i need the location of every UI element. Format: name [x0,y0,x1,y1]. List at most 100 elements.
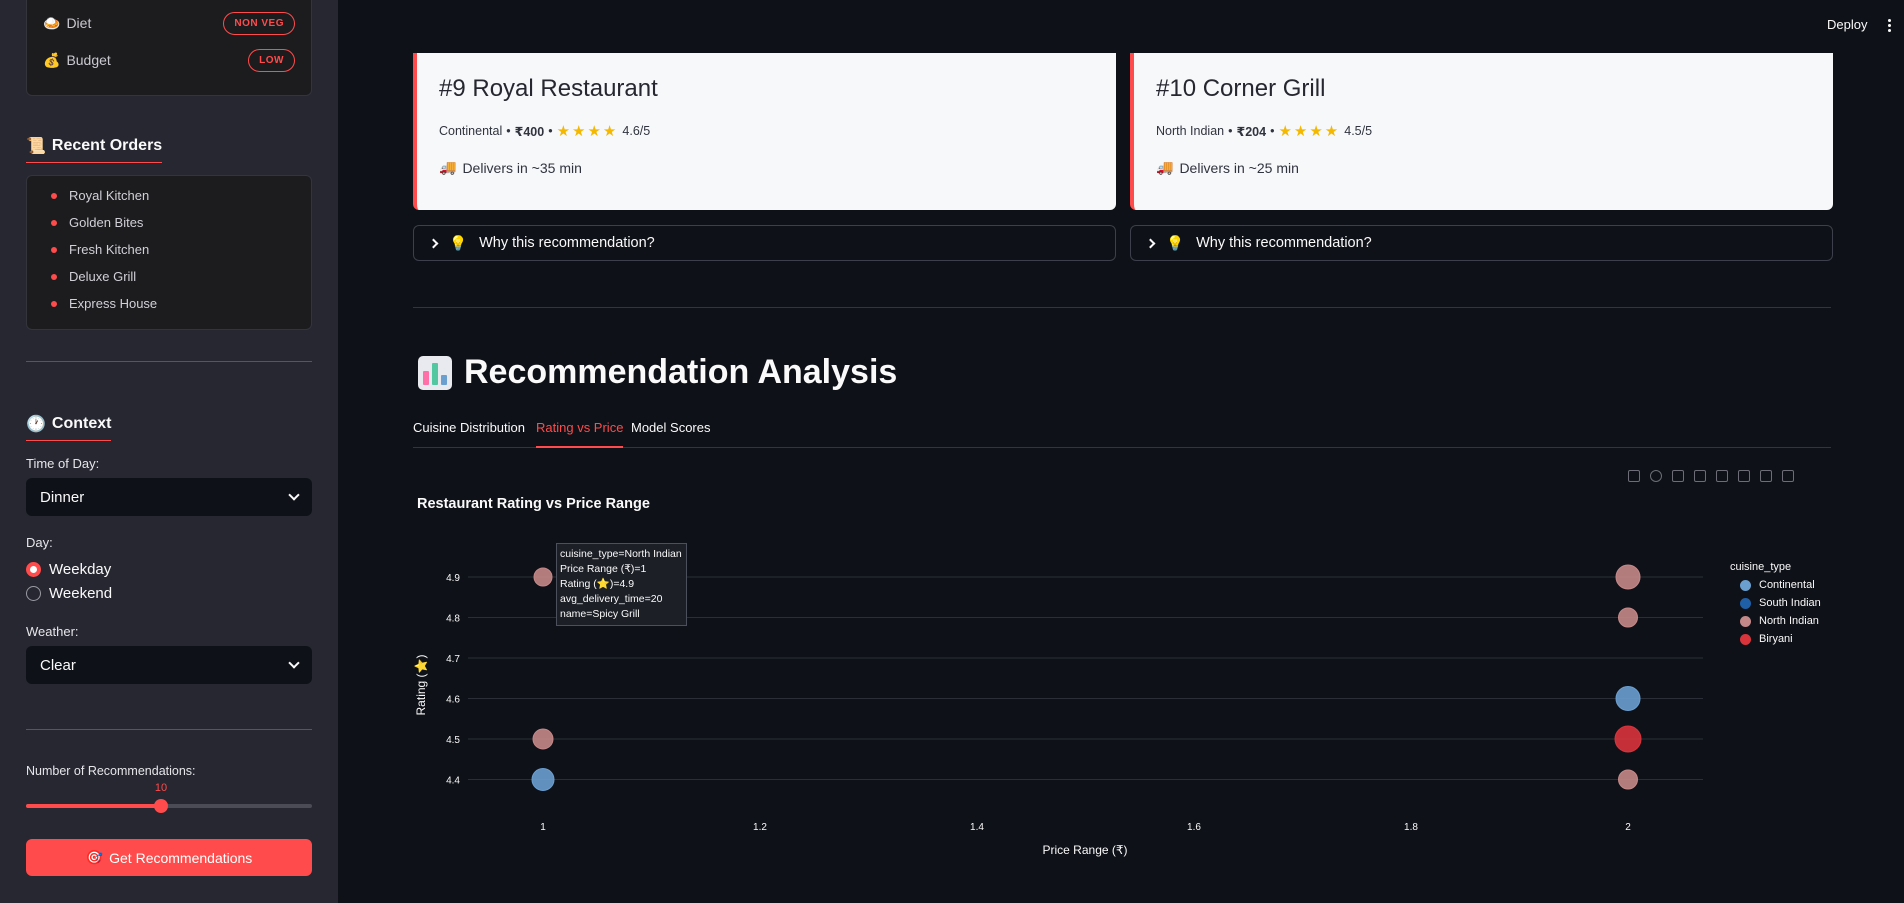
data-point-north-indian [1618,769,1638,790]
tab-cuisine-distribution[interactable]: Cuisine Distribution [413,420,525,435]
tab-model-scores[interactable]: Model Scores [631,420,711,435]
delivery-text: Delivers in ~35 min [462,159,582,176]
radio-unselected-icon [26,586,41,601]
pan-icon[interactable] [1672,470,1684,482]
data-point-north-indian [1615,564,1641,590]
slider-value: 10 [154,782,168,794]
chart-toolbar [1628,470,1794,482]
data-point-north-indian [533,567,553,587]
weather-value: Clear [40,656,76,674]
button-label: Get Recommendations [109,849,253,866]
section-divider [413,307,1831,308]
deploy-button[interactable]: Deploy [1827,17,1868,32]
radio-weekend[interactable]: Weekend [26,585,112,602]
truck-icon: 🚚 [439,159,457,175]
x-axis-label: Price Range (₹) [1043,843,1128,857]
home-icon[interactable] [1760,470,1772,482]
chart-points [531,564,1642,791]
legend-dot [1740,633,1751,645]
more-menu-icon[interactable] [1888,19,1892,34]
num-recs-label: Number of Recommendations: [26,764,196,778]
order-name: Express House [69,296,158,311]
data-point-continental [1615,686,1641,711]
sidebar: 🍛 Diet NON VEG 💰 Budget LOW 📜 Recent Order… [0,0,338,903]
x-tick-label: 1.8 [1404,822,1418,833]
list-item: Royal Kitchen [51,188,149,203]
data-point-continental [531,768,555,791]
chart-ticks: 4.4 4.5 4.6 4.7 4.8 4.9 1 1.2 1.4 1.6 1.8 2 [446,573,1631,833]
bar-chart-icon [418,355,452,390]
tab-bar: Cuisine Distribution Rating vs Price Mod… [413,420,1831,448]
fullscreen-icon[interactable] [1782,470,1794,482]
bullet-icon [51,300,57,307]
lightbulb-icon: 💡 [449,235,468,252]
slider-thumb[interactable] [154,799,168,813]
bullet-icon [51,219,57,226]
legend-dot [1740,579,1751,591]
restaurant-card: #10 Corner Grill North Indian • ₹204 • ★★★… [1130,53,1833,210]
num-recs-slider[interactable]: 10 [26,782,312,813]
camera-icon[interactable] [1628,470,1640,482]
sidebar-divider [26,361,312,362]
recent-orders-title: Recent Orders [51,137,163,154]
chevron-down-icon [288,489,300,501]
target-icon: 🎯 [85,849,104,865]
legend-title: cuisine_type [1730,561,1792,573]
legend-item-continental[interactable]: Continental [1740,579,1815,591]
delivery-info: 🚚 Delivers in ~35 min [439,159,582,176]
x-tick-label: 1.2 [753,822,767,833]
why-recommendation-expander[interactable]: 💡 Why this recommendation? [1130,225,1833,261]
time-of-day-select[interactable]: Dinner [26,478,312,516]
zoom-out-icon[interactable] [1716,470,1728,482]
zoom-in-icon[interactable] [1694,470,1706,482]
legend-item-south-indian[interactable]: South Indian [1740,597,1821,609]
cuisine-text: North Indian [1156,124,1225,138]
expander-label: Why this recommendation? [1196,235,1372,251]
restaurant-meta: Continental • ₹400 • ★★★★ 4.6/5 [439,123,651,140]
time-of-day-value: Dinner [40,488,85,506]
recent-orders-list: Royal Kitchen Golden Bites Fresh Kitchen… [26,175,312,330]
sidebar-divider [26,729,312,730]
zoom-icon[interactable] [1650,470,1662,482]
legend-label: Continental [1759,579,1815,591]
bullet-icon [51,246,57,253]
autoscale-icon[interactable] [1738,470,1750,482]
delivery-info: 🚚 Delivers in ~25 min [1156,159,1299,176]
tab-rating-vs-price[interactable]: Rating vs Price [536,420,624,448]
x-tick-label: 2 [1625,822,1631,833]
chart-title: Restaurant Rating vs Price Range [417,496,650,512]
x-tick-label: 1.6 [1187,822,1201,833]
cuisine-text: Continental [439,124,503,138]
legend-dot [1740,597,1751,609]
day-label: Day: [26,535,53,550]
legend-item-biryani[interactable]: Biryani [1740,633,1793,645]
legend-label: South Indian [1759,597,1821,609]
budget-label: Budget [66,52,111,68]
data-point-biryani [1614,725,1642,753]
order-name: Golden Bites [69,215,144,230]
rating-text: 4.5/5 [1344,124,1373,138]
time-of-day-label: Time of Day: [26,456,100,471]
page-title: Recommendation Analysis [418,353,897,392]
legend-label: Biryani [1759,633,1793,645]
weather-label: Weather: [26,624,79,639]
price-text: ₹400 [514,124,545,139]
price-text: ₹204 [1236,124,1267,139]
weather-select[interactable]: Clear [26,646,312,684]
x-tick-label: 1.4 [970,822,984,833]
y-tick-label: 4.8 [446,614,460,625]
star-icons: ★★★★ [556,123,619,140]
radio-weekday[interactable]: Weekday [26,561,111,578]
tooltip-line: Price Range (₹)=1 [560,563,647,575]
get-recommendations-button[interactable]: 🎯 Get Recommendations [26,839,312,876]
y-tick-label: 4.5 [446,735,460,746]
budget-tag: LOW [248,48,295,72]
legend-item-north-indian[interactable]: North Indian [1740,615,1819,627]
radio-selected-icon [26,562,41,577]
list-item: Golden Bites [51,215,143,230]
tooltip-line: avg_delivery_time=20 [560,593,663,605]
list-item: Express House [51,296,157,311]
legend-dot [1740,615,1751,627]
why-recommendation-expander[interactable]: 💡 Why this recommendation? [413,225,1116,261]
